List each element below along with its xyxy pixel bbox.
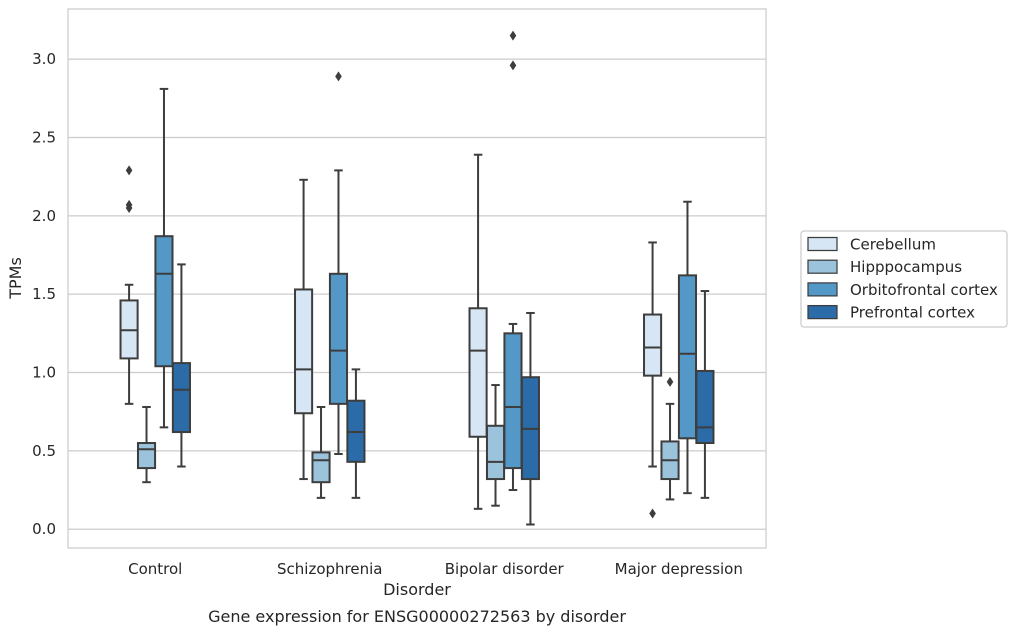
plot-area-frame (67, 8, 767, 549)
legend: Cerebellum Hipppocampus Orbitofrontal cort… (800, 230, 1008, 328)
box-1-3 (346, 368, 366, 499)
box-body (677, 274, 698, 440)
outlier-marker (335, 71, 342, 82)
box-3-2 (677, 200, 698, 495)
outlier-marker (649, 508, 656, 519)
y-tick-label: 3.0 (32, 50, 56, 68)
y-axis-title: TPMs (6, 257, 25, 300)
y-tick-label: 1.5 (32, 285, 56, 303)
box-0-1 (136, 405, 157, 484)
box-0-2 (154, 87, 174, 429)
box-body (328, 272, 349, 405)
outlier-marker (666, 376, 674, 387)
x-tick-label: Control (128, 560, 182, 578)
x-axis-title: Disorder (383, 580, 451, 599)
box-body (171, 362, 191, 434)
outlier-marker (125, 199, 133, 210)
y-tick-label: 2.0 (32, 207, 56, 225)
legend-frame (800, 230, 1008, 328)
box-body (485, 424, 506, 481)
box-3-0 (643, 241, 663, 519)
box-body (294, 288, 314, 415)
x-tick-label: Major depression (615, 560, 743, 578)
box-3-3 (695, 290, 715, 499)
box-1-2 (328, 71, 349, 455)
y-tick-label: 0.5 (32, 442, 56, 460)
legend-swatch (807, 236, 838, 252)
legend-swatch (807, 304, 838, 320)
x-tick-label: Schizophrenia (277, 560, 382, 578)
legend-label: Prefrontal cortex (850, 304, 975, 322)
box-2-0 (468, 153, 488, 510)
box-body (503, 332, 523, 470)
outlier-marker (509, 60, 517, 71)
figure-caption: Gene expression for ENSG00000272563 by d… (208, 607, 626, 626)
box-0-0 (119, 165, 139, 405)
box-body (468, 307, 488, 438)
y-tick-label: 0.0 (32, 520, 56, 538)
box-body (311, 451, 331, 484)
box-body (695, 369, 715, 445)
y-axis-ticks: 0.0 0.5 1.0 1.5 2.0 2.5 3.0 (32, 50, 56, 538)
box-0-3 (171, 263, 191, 468)
legend-swatch (807, 259, 838, 274)
box-body (643, 313, 663, 377)
box-body (154, 235, 174, 368)
box-2-1 (485, 384, 506, 507)
legend-label: Orbitofrontal cortex (850, 281, 998, 299)
outlier-marker (125, 165, 133, 176)
legend-swatch (807, 282, 838, 297)
box-body (136, 442, 157, 470)
legend-label: Cerebellum (850, 236, 936, 254)
outlier-marker (509, 30, 517, 41)
legend-label: Hipppocampus (850, 258, 962, 276)
boxes (119, 30, 715, 526)
x-axis-ticks: Control Schizophrenia Bipolar disorder Majo… (128, 560, 743, 578)
y-tick-label: 2.5 (32, 128, 56, 146)
x-tick-label: Bipolar disorder (445, 560, 565, 578)
y-tick-label: 1.0 (32, 364, 56, 382)
box-3-1 (660, 376, 680, 501)
box-2-2 (503, 30, 523, 492)
box-1-1 (311, 405, 331, 499)
box-2-3 (520, 311, 540, 526)
box-1-0 (294, 178, 314, 481)
